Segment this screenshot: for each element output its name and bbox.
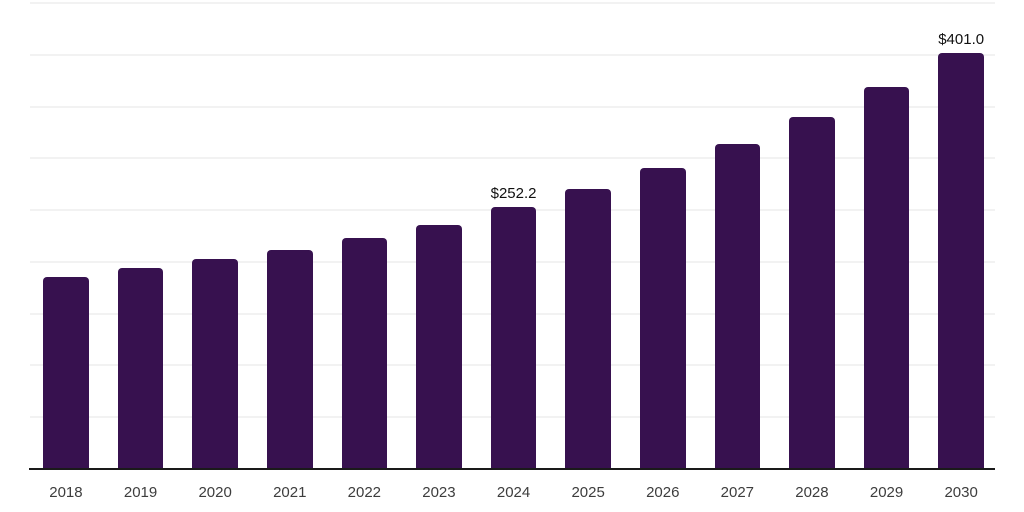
x-tick-label-2023: 2023 bbox=[422, 484, 456, 501]
x-axis-labels: 2018 2019 2020 2021 2022 2023 2024 2025 2026 2027… bbox=[30, 484, 995, 506]
x-tick-label-2026: 2026 bbox=[646, 484, 680, 501]
plot-area: $252.2 $401.0 bbox=[30, 2, 995, 468]
bar-2026 bbox=[640, 167, 686, 468]
x-tick-label-2020: 2020 bbox=[198, 484, 232, 501]
x-axis-line bbox=[29, 468, 995, 470]
bar-2021 bbox=[267, 249, 313, 468]
x-tick-label-2021: 2021 bbox=[273, 484, 307, 501]
bar-2018 bbox=[43, 277, 89, 468]
x-tick-label-2024: 2024 bbox=[496, 484, 531, 501]
gridline-450 bbox=[30, 2, 995, 4]
x-tick-label-2029: 2029 bbox=[869, 484, 904, 501]
bar-2027 bbox=[714, 143, 761, 468]
bar-2023 bbox=[416, 224, 462, 468]
bar-2025 bbox=[565, 188, 611, 468]
bar-2029 bbox=[863, 86, 910, 468]
gridline-300 bbox=[30, 157, 995, 160]
x-tick-label-2030: 2030 bbox=[944, 484, 978, 501]
x-tick-label-2022: 2022 bbox=[347, 484, 382, 501]
bar-2028 bbox=[789, 116, 835, 468]
bar-2024 bbox=[490, 206, 537, 468]
x-tick-label-2025: 2025 bbox=[571, 484, 605, 501]
x-tick-label-2019: 2019 bbox=[123, 484, 158, 501]
data-label-2024: $252.2 bbox=[490, 184, 537, 202]
x-tick-label-2018: 2018 bbox=[49, 484, 83, 501]
bar-2019 bbox=[117, 268, 164, 468]
bar-2020 bbox=[192, 259, 238, 468]
gridline-400 bbox=[30, 53, 995, 56]
bar-2022 bbox=[341, 237, 388, 468]
x-tick-label-2028: 2028 bbox=[795, 484, 829, 501]
data-label-2030: $401.0 bbox=[938, 30, 985, 48]
x-tick-label-2027: 2027 bbox=[720, 484, 755, 501]
gridline-350 bbox=[30, 105, 995, 108]
bar-2030 bbox=[938, 52, 984, 468]
